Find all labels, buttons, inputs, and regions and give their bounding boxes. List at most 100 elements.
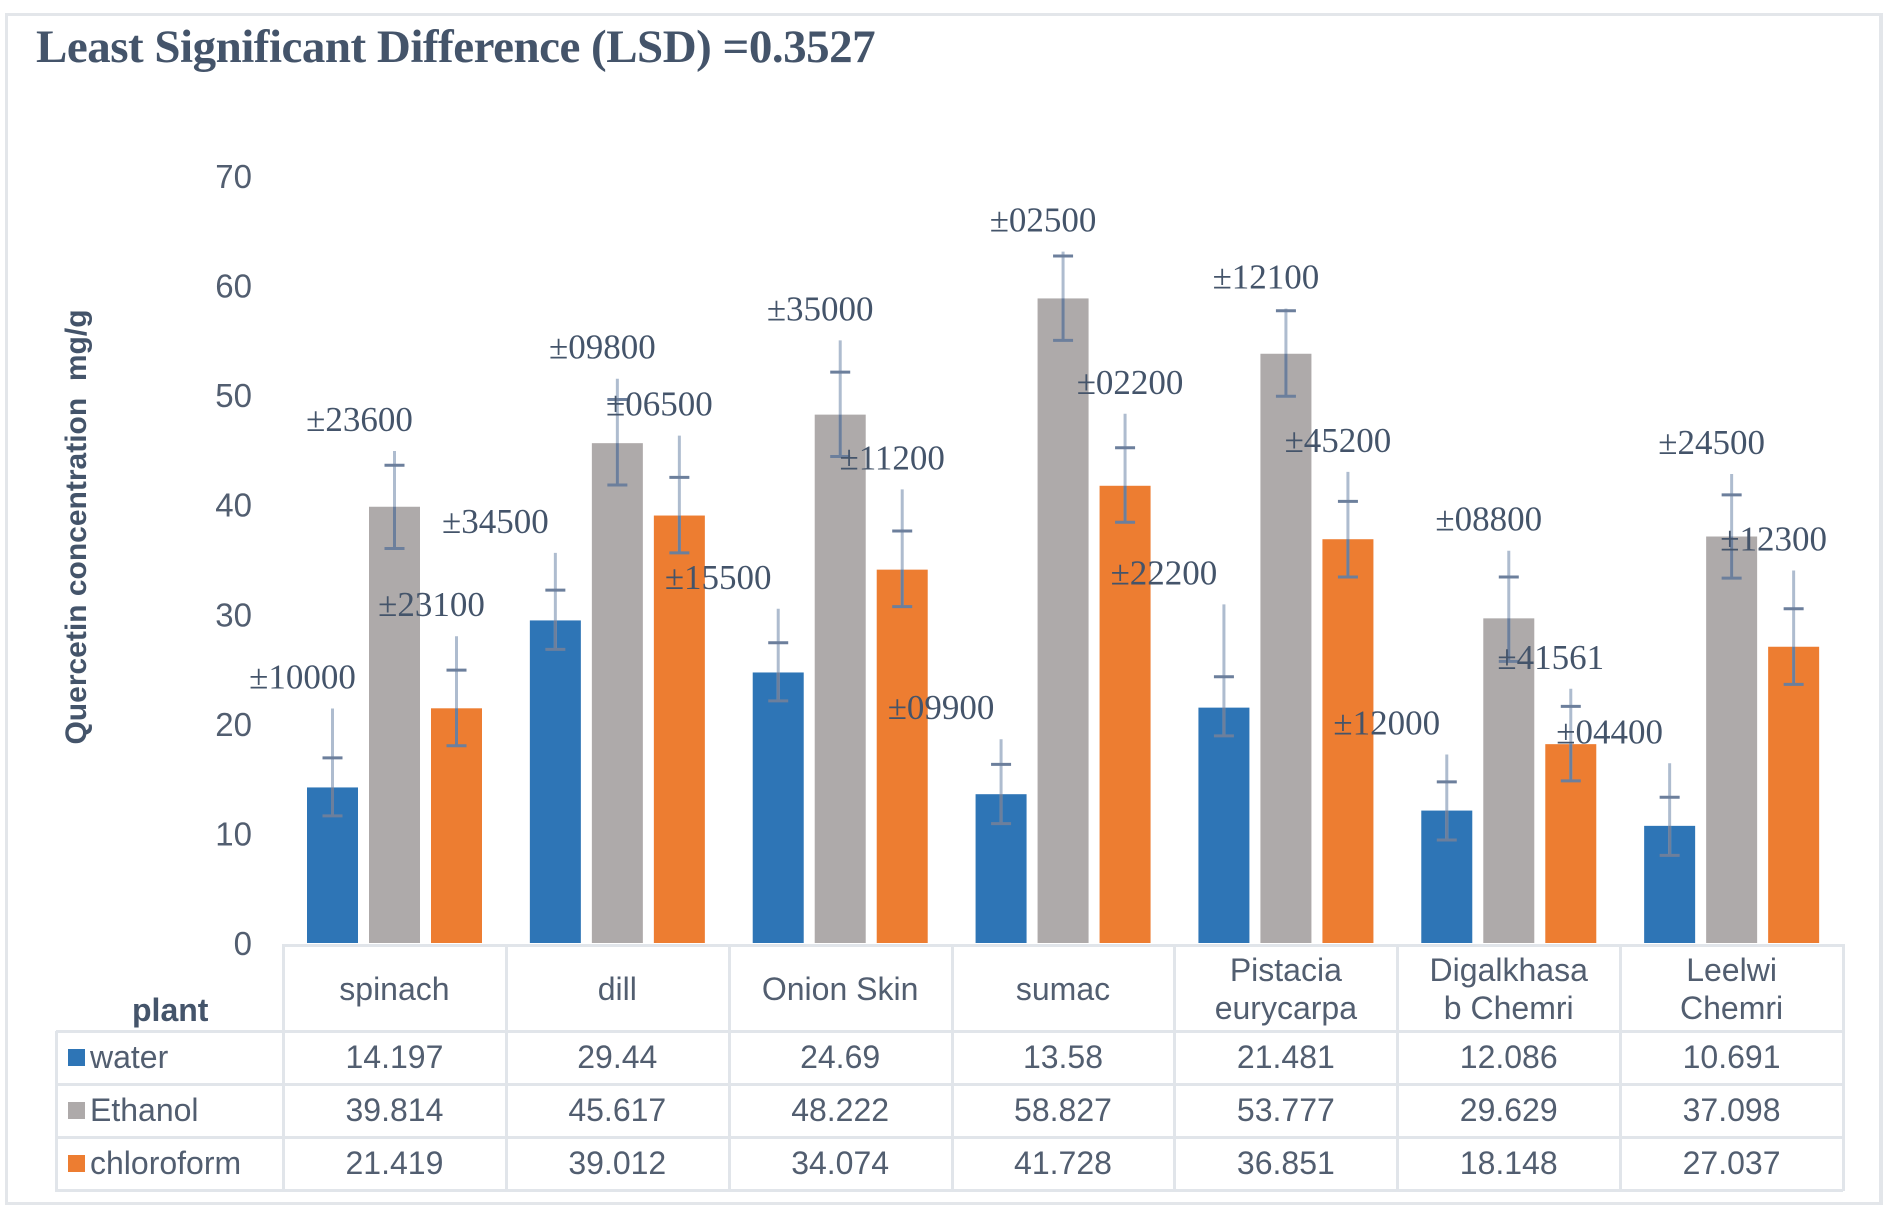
x-tick-label: dill xyxy=(506,946,729,1031)
table-row-border xyxy=(56,1189,1843,1192)
bar-chloroform-3 xyxy=(1099,485,1151,943)
error-label: ±10000 xyxy=(249,658,356,697)
x-axis-title: plant xyxy=(132,992,209,1028)
category-label: spinach xyxy=(339,970,450,1007)
bar-water-2 xyxy=(752,672,804,943)
chart-title: Least Significant Difference (LSD) =0.35… xyxy=(36,21,876,73)
table-col-border xyxy=(727,944,731,1191)
table-row-border xyxy=(56,1083,1843,1086)
error-labels: ±10000 ±34500 ±15500 ±09900 ±22200 ±12000 ±044… xyxy=(249,201,1827,752)
error-label: ±02200 xyxy=(1077,363,1184,402)
error-label: ±09800 xyxy=(549,328,656,367)
x-tick-label: Digalkhasa b Chemri xyxy=(1397,946,1620,1031)
data-label: 13.58 xyxy=(1022,1039,1104,1075)
data-label: 53.777 xyxy=(1236,1092,1335,1128)
legend-label: chloroform xyxy=(90,1145,242,1181)
bars xyxy=(307,298,1820,944)
data-label: 21.419 xyxy=(345,1145,444,1181)
data-label: 29.44 xyxy=(577,1039,658,1075)
category-label: sumac xyxy=(1015,970,1111,1007)
table-col-border xyxy=(282,944,285,1191)
bar-chloroform-4 xyxy=(1322,539,1374,943)
table-border-top xyxy=(283,944,1843,947)
table-row-border xyxy=(56,1136,1843,1139)
table-col-border xyxy=(1619,944,1623,1191)
data-label: 18.148 xyxy=(1459,1145,1558,1181)
y-tick-label: 20 xyxy=(215,706,252,743)
bar-ethanol-1 xyxy=(591,443,643,943)
bar-ethanol-4 xyxy=(1260,353,1312,944)
data-label: 36.851 xyxy=(1236,1145,1335,1181)
error-label: ±34500 xyxy=(442,502,549,541)
table-col-border xyxy=(1396,944,1400,1191)
legend-swatch xyxy=(68,1102,85,1119)
x-tick-label: spinach xyxy=(283,946,506,1031)
error-label: ±23100 xyxy=(378,585,485,624)
bar-chloroform-6 xyxy=(1768,646,1820,943)
bar-ethanol-0 xyxy=(369,506,420,943)
data-label: 34.074 xyxy=(791,1145,890,1181)
table-row-border xyxy=(56,1030,1843,1033)
bar-chloroform-2 xyxy=(876,569,928,943)
y-tick-label: 50 xyxy=(215,377,252,414)
legend-swatch xyxy=(68,1049,85,1066)
error-label: ±24500 xyxy=(1658,423,1765,462)
data-label: 39.814 xyxy=(345,1092,444,1128)
table-col-border xyxy=(1173,944,1177,1191)
category-label: Digalkhasa b Chemri xyxy=(1429,951,1588,1026)
error-label: ±09900 xyxy=(888,688,995,727)
table-col-border xyxy=(950,944,954,1191)
category-label: Leelwi Chemri xyxy=(1680,951,1784,1026)
data-label: 45.617 xyxy=(568,1092,667,1128)
error-label: ±02500 xyxy=(990,201,1097,240)
data-label: 21.481 xyxy=(1236,1039,1335,1075)
table-col-border xyxy=(55,1031,58,1192)
data-label: 10.691 xyxy=(1682,1039,1781,1075)
y-tick-label: 10 xyxy=(215,815,252,852)
table-col-border xyxy=(1842,944,1845,1191)
bar-water-4 xyxy=(1198,707,1250,943)
error-label: ±15500 xyxy=(665,558,772,597)
y-tick-label: 40 xyxy=(215,487,252,524)
x-tick-label: Onion Skin xyxy=(729,946,952,1031)
data-label: 58.827 xyxy=(1014,1092,1112,1128)
bar-ethanol-3 xyxy=(1037,298,1089,943)
error-label: ±45200 xyxy=(1285,421,1392,460)
bar-ethanol-5 xyxy=(1483,618,1535,943)
category-label: dill xyxy=(597,970,637,1007)
data-label: 37.098 xyxy=(1682,1092,1781,1128)
legend-label: water xyxy=(90,1039,169,1075)
error-label: ±22200 xyxy=(1111,553,1218,592)
table-col-border xyxy=(504,944,508,1191)
data-label: 29.629 xyxy=(1459,1092,1558,1128)
category-label: Onion Skin xyxy=(761,970,919,1007)
data-label: 27.037 xyxy=(1682,1145,1781,1181)
data-label: 12.086 xyxy=(1459,1039,1558,1075)
error-bars xyxy=(322,251,1804,857)
error-label: ±12100 xyxy=(1213,258,1320,297)
bar-chloroform-1 xyxy=(653,515,705,943)
error-label: ±23600 xyxy=(306,400,413,439)
bar-chloroform-0 xyxy=(431,708,482,943)
data-label: 41.728 xyxy=(1014,1145,1112,1181)
data-label: 48.222 xyxy=(791,1092,890,1128)
error-label: ±12300 xyxy=(1720,519,1827,558)
bar-water-1 xyxy=(529,620,581,943)
chart-frame xyxy=(5,13,1883,1205)
y-tick-label: 0 xyxy=(234,925,252,962)
y-axis-ticks: 0 10 20 30 40 50 60 70 xyxy=(215,158,252,962)
legend-item-chloroform: chloroform xyxy=(56,1137,283,1190)
data-label: 39.012 xyxy=(568,1145,667,1181)
legend-label: Ethanol xyxy=(90,1092,199,1128)
y-tick-label: 30 xyxy=(215,596,252,633)
error-label: ±08800 xyxy=(1435,500,1542,539)
error-label: ±06500 xyxy=(606,385,713,424)
y-tick-label: 70 xyxy=(215,158,252,195)
data-label: 24.69 xyxy=(800,1039,881,1075)
x-tick-label: Pistacia eurycarpa xyxy=(1174,946,1397,1031)
error-label: ±11200 xyxy=(840,438,945,477)
error-label: ±04400 xyxy=(1556,712,1663,751)
legend-swatch xyxy=(68,1155,85,1172)
error-label: ±12000 xyxy=(1333,704,1440,743)
